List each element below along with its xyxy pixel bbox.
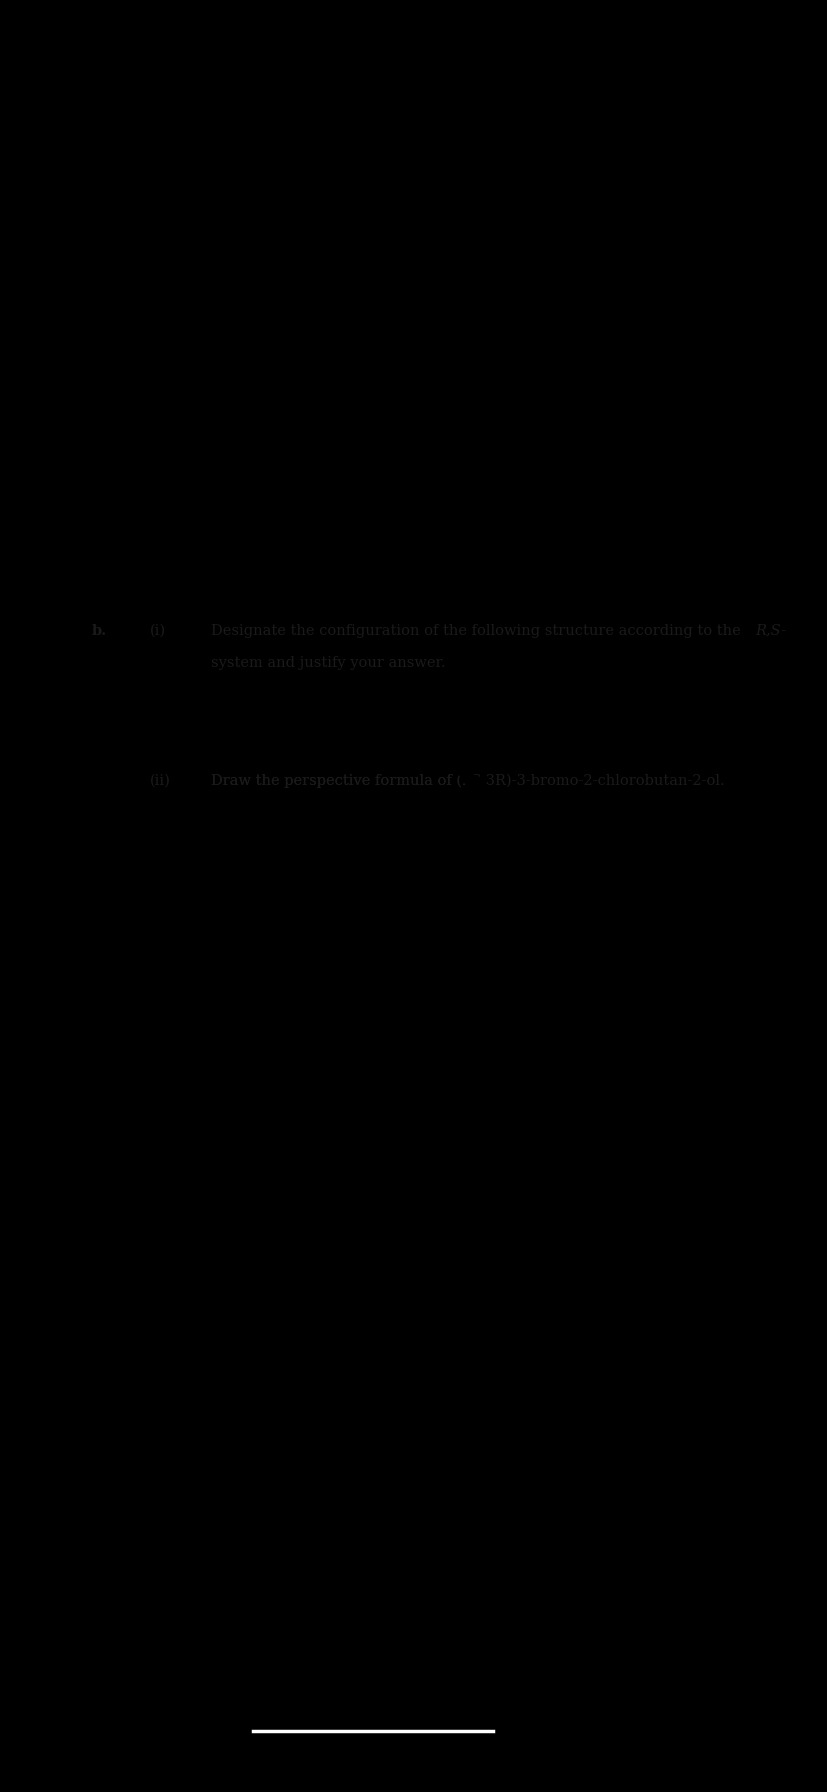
Text: Draw the perspective formula of (2S: Draw the perspective formula of (2S	[211, 774, 481, 788]
Text: CHO: CHO	[561, 747, 597, 762]
Text: H: H	[349, 767, 362, 781]
Text: (ii): (ii)	[150, 774, 171, 788]
Text: F: F	[480, 803, 490, 815]
Text: (i): (i)	[150, 624, 166, 638]
Text: Draw the perspective formula of (2: Draw the perspective formula of (2	[211, 774, 471, 788]
Text: R,S-: R,S-	[754, 624, 786, 638]
Polygon shape	[448, 758, 499, 794]
Text: Designate the configuration of the following structure according to the: Designate the configuration of the follo…	[211, 624, 745, 638]
Text: Draw the perspective formula of (2S,3R)-3-bromo-2-chlorobutan-2-ol.: Draw the perspective formula of (2S,3R)-…	[211, 774, 724, 788]
Text: system and justify your answer.: system and justify your answer.	[211, 656, 446, 670]
Text: b.: b.	[91, 624, 106, 638]
Text: Designate the configuration of the following structure according to the: Designate the configuration of the follo…	[211, 624, 745, 638]
Text: CO$_2$CH$_3$: CO$_2$CH$_3$	[418, 685, 480, 702]
